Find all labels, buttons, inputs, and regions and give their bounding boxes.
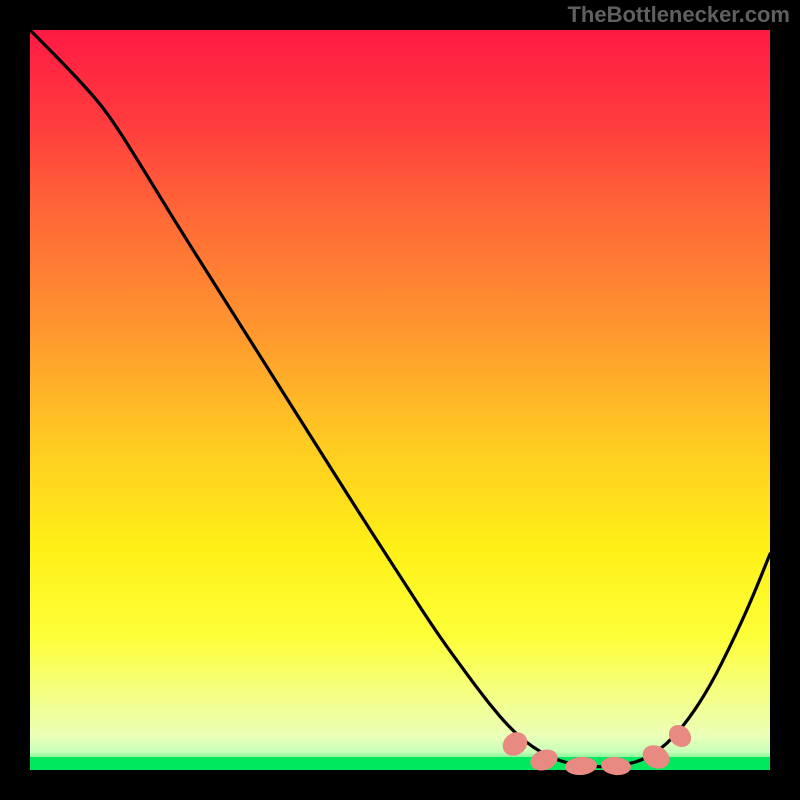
watermark-text: TheBottlenecker.com: [567, 2, 790, 28]
curve-marker: [565, 756, 598, 776]
curve-line: [30, 30, 770, 767]
curve-svg: [30, 30, 770, 770]
plot-area: [30, 30, 770, 770]
